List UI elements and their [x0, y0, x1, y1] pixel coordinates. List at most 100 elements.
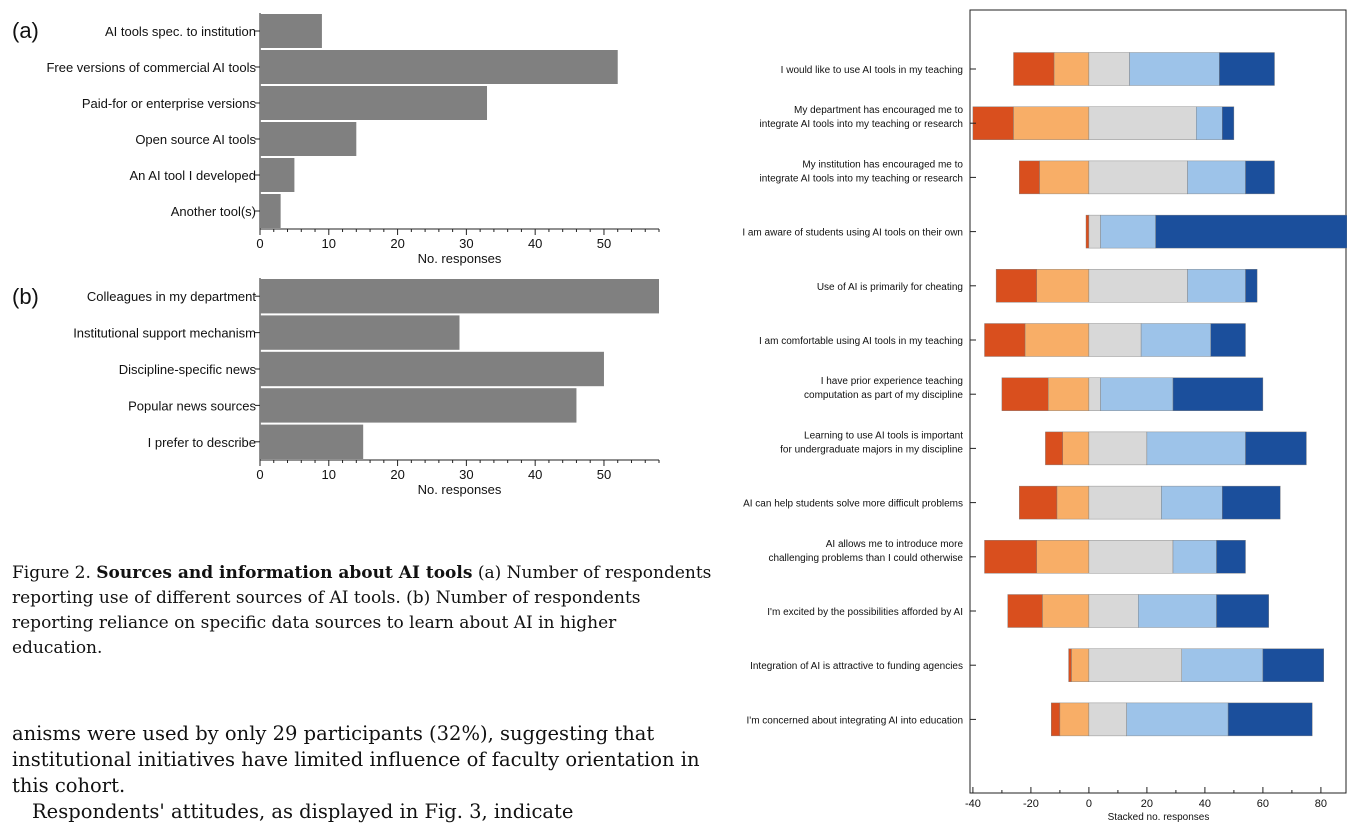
bar-b-0 [260, 279, 659, 314]
segment-7-1 [1062, 431, 1090, 466]
bar-a-4 [260, 158, 295, 192]
segment-6-3 [1100, 377, 1174, 411]
x-tick-label: 20 [1141, 798, 1153, 810]
category-label: Paid-for or enterprise versions [82, 96, 257, 111]
statement-label: for undergraduate majors in my disciplin… [780, 444, 963, 455]
segment-7-4 [1245, 431, 1307, 466]
segment-5-3 [1140, 323, 1211, 357]
segment-4-0 [995, 269, 1037, 303]
segment-8-1 [1056, 485, 1090, 520]
segment-1-0 [972, 106, 1014, 140]
bar-b-1 [260, 315, 460, 350]
segment-2-2 [1088, 160, 1188, 195]
x-tick-label: 30 [459, 236, 473, 251]
segment-11-4 [1262, 648, 1325, 682]
x-tick-label: 80 [1315, 798, 1327, 810]
segment-4-2 [1088, 269, 1188, 303]
body-paragraph: anisms were used by only 29 participants… [12, 722, 700, 797]
plot-frame [969, 9, 1347, 794]
segment-1-2 [1088, 106, 1197, 140]
segment-7-0 [1045, 431, 1064, 466]
category-label: Another tool(s) [171, 204, 256, 219]
figure-caption: Figure 2. Sources and information about … [12, 561, 712, 661]
bar-b-4 [260, 424, 364, 459]
x-tick-label: 0 [256, 236, 263, 251]
segment-0-3 [1129, 52, 1220, 86]
segment-0-4 [1219, 52, 1275, 86]
segment-12-2 [1088, 702, 1127, 737]
bar-a-3 [260, 122, 357, 156]
segment-11-3 [1181, 648, 1264, 682]
segment-12-0 [1050, 702, 1061, 737]
statement-label: AI can help students solve more difficul… [743, 499, 963, 510]
x-axis-label: Stacked no. responses [1108, 812, 1210, 823]
x-tick-label: 60 [1257, 798, 1269, 810]
statement-label: I am comfortable using AI tools in my te… [759, 336, 963, 347]
x-axis-label: No. responses [418, 482, 502, 497]
segment-3-2 [1088, 214, 1101, 249]
category-label: I prefer to describe [148, 435, 256, 450]
statement-label: Use of AI is primarily for cheating [817, 282, 963, 293]
x-tick-label: 20 [390, 236, 404, 251]
x-axis-label: No. responses [418, 251, 502, 266]
x-tick-label: 40 [528, 236, 542, 251]
statement-label: Learning to use AI tools is important [804, 430, 963, 441]
segment-7-2 [1088, 431, 1148, 466]
statement-label: challenging problems than I could otherw… [768, 553, 963, 564]
segment-5-0 [984, 323, 1026, 357]
segment-9-3 [1172, 540, 1217, 574]
statement-label: I have prior experience teaching [821, 376, 963, 387]
segment-11-1 [1071, 648, 1090, 682]
segment-2-0 [1019, 160, 1040, 195]
segment-10-0 [1007, 594, 1043, 628]
segment-2-3 [1187, 160, 1246, 195]
segment-11-0 [1068, 648, 1072, 682]
category-label: Colleagues in my department [87, 289, 256, 304]
segment-9-1 [1036, 540, 1090, 574]
segment-2-1 [1039, 160, 1090, 195]
segment-6-2 [1088, 377, 1101, 411]
segment-10-3 [1137, 594, 1217, 628]
segment-3-3 [1100, 214, 1156, 249]
category-label: Open source AI tools [135, 132, 256, 147]
statement-label: I am aware of students using AI tools on… [742, 228, 963, 239]
bar-a-0 [260, 14, 322, 48]
segment-7-3 [1146, 431, 1246, 466]
x-tick-label: 0 [256, 467, 263, 482]
body-text: anisms were used by only 29 participants… [12, 721, 712, 823]
category-label: An AI tool I developed [130, 168, 256, 183]
segment-8-3 [1161, 485, 1223, 520]
x-tick-label: 40 [1199, 798, 1211, 810]
segment-9-2 [1088, 540, 1174, 574]
segment-12-1 [1059, 702, 1090, 737]
segment-4-3 [1187, 269, 1246, 303]
segment-0-1 [1053, 52, 1090, 86]
segment-0-0 [1013, 52, 1055, 86]
x-tick-label: 10 [322, 236, 336, 251]
statement-label: I would like to use AI tools in my teach… [781, 65, 963, 76]
segment-3-0 [1085, 214, 1090, 249]
segment-9-0 [984, 540, 1037, 574]
statement-label: I'm excited by the possibilities afforde… [767, 607, 963, 618]
statement-label: computation as part of my discipline [804, 390, 963, 401]
segment-1-3 [1195, 106, 1223, 140]
x-tick-label: 10 [322, 467, 336, 482]
statement-label: My institution has encouraged me to [802, 159, 963, 170]
x-tick-label: 20 [390, 467, 404, 482]
x-tick-label: -20 [1023, 798, 1039, 810]
bar-b-3 [260, 388, 577, 423]
statement-label: integrate AI tools into my teaching or r… [760, 173, 963, 184]
x-tick-label: -40 [965, 798, 981, 810]
segment-10-2 [1088, 594, 1139, 628]
statement-label: My department has encouraged me to [794, 105, 963, 116]
segment-8-2 [1088, 485, 1162, 520]
category-label: Free versions of commercial AI tools [46, 60, 256, 75]
segment-1-1 [1013, 106, 1090, 140]
statement-label: AI allows me to introduce more [826, 539, 964, 550]
bar-b-2 [260, 351, 604, 387]
caption-label: Figure 2. [12, 563, 91, 583]
x-tick-label: 40 [528, 467, 542, 482]
segment-1-4 [1222, 106, 1235, 140]
bar-a-2 [260, 86, 488, 120]
